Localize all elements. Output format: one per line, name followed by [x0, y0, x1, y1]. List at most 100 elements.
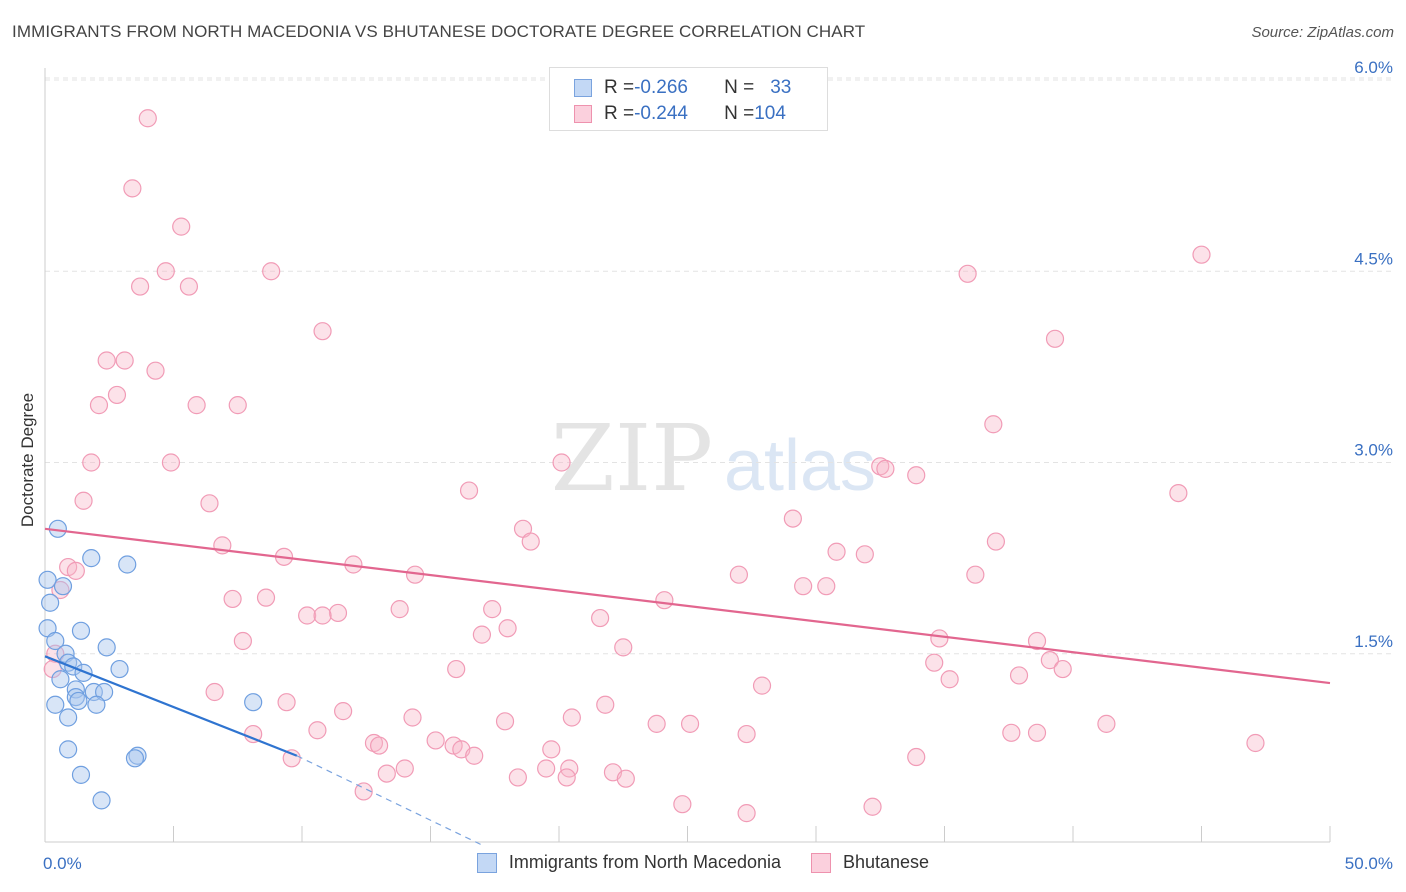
watermark-zip: ZIP: [551, 405, 713, 512]
macedonia-point: [66, 680, 85, 699]
bhutanese-point: [984, 415, 1003, 434]
bhutanese-point: [390, 600, 409, 619]
bhutanese-point: [907, 466, 926, 485]
bhutanese-point: [377, 764, 396, 783]
bhutanese-point: [562, 708, 581, 727]
bhutanese-point: [228, 396, 247, 415]
bhutanese-point: [233, 631, 252, 651]
legend-swatch-macedonia: [574, 79, 592, 97]
macedonia-point: [46, 631, 65, 651]
bhutanese-point: [737, 804, 756, 823]
bhutanese-trend-line: [44, 527, 1331, 685]
bhutanese-point: [179, 277, 199, 296]
bhutanese-point: [313, 322, 332, 341]
bhutanese-point: [855, 545, 874, 564]
bhutanese-point: [370, 736, 389, 755]
bhutanese-point: [74, 491, 93, 510]
macedonia-point: [110, 659, 129, 679]
legend-r-value: -0.244: [634, 103, 688, 124]
macedonia-point: [41, 593, 60, 612]
bhutanese-point: [655, 591, 674, 610]
bottom-legend-label-macedonia: Immigrants from North Macedonia: [508, 852, 781, 872]
bhutanese-point: [557, 768, 576, 787]
x-tick-label-max: 50.0%: [1345, 854, 1393, 873]
legend-n-value: 104: [754, 103, 786, 124]
macedonia-point: [46, 695, 65, 714]
bottom-legend-item-macedonia: Immigrants from North Macedonia: [476, 852, 781, 873]
legend-n-label: N =: [724, 77, 755, 98]
bhutanese-point: [308, 721, 327, 740]
bhutanese-point: [130, 277, 150, 296]
macedonia-point: [74, 663, 93, 682]
legend-r-label: R =: [604, 103, 635, 124]
bhutanese-point: [876, 459, 895, 478]
chart-title: IMMIGRANTS FROM NORTH MACEDONIA VS BHUTA…: [12, 22, 866, 41]
bhutanese-point: [426, 731, 445, 750]
bhutanese-point: [1192, 245, 1211, 264]
macedonia-point: [59, 708, 78, 727]
macedonia-point: [125, 749, 145, 768]
bhutanese-point: [596, 695, 615, 714]
bhutanese-point: [930, 629, 949, 648]
source-label: Source: ZipAtlas.com: [1251, 24, 1394, 41]
bhutanese-point: [82, 453, 101, 472]
bottom-legend-label-bhutanese: Bhutanese: [843, 852, 930, 872]
bhutanese-point: [542, 740, 561, 759]
bhutanese-point: [1040, 651, 1059, 670]
bhutanese-point: [256, 588, 276, 607]
bhutanese-point: [552, 453, 571, 472]
bhutanese-point: [403, 708, 422, 727]
macedonia-point: [59, 740, 78, 759]
bhutanese-point: [521, 532, 540, 551]
bhutanese-point: [1027, 723, 1047, 742]
bhutanese-point: [334, 702, 353, 721]
bhutanese-point: [354, 782, 373, 801]
bhutanese-point: [614, 638, 633, 657]
bhutanese-point: [729, 565, 749, 584]
bhutanese-point: [1045, 329, 1065, 348]
bhutanese-point: [298, 606, 317, 625]
bhutanese-point: [616, 769, 635, 788]
legend-n-label: N =: [724, 103, 755, 124]
bhutanese-point: [97, 351, 116, 370]
bhutanese-point: [1097, 714, 1116, 733]
bottom-legend: Immigrants from North Macedonia Bhutanes…: [0, 852, 1406, 873]
bhutanese-point: [794, 577, 813, 596]
bhutanese-point: [465, 746, 484, 765]
bhutanese-point: [1169, 484, 1188, 503]
bhutanese-point: [483, 600, 502, 619]
bhutanese-point: [43, 659, 62, 679]
bhutanese-point: [138, 109, 157, 128]
y-tick-label: 3.0%: [1354, 441, 1393, 460]
macedonia-point: [51, 670, 70, 689]
bhutanese-point: [863, 797, 882, 816]
bhutanese-point: [146, 361, 165, 380]
bhutanese-point: [817, 577, 836, 596]
legend-row-bhutanese: R = -0.244 N = 104: [574, 102, 786, 126]
bhutanese-point: [447, 659, 466, 679]
x-tick-label-min: 0.0%: [43, 854, 82, 873]
bhutanese-point: [495, 712, 515, 731]
bhutanese-point: [161, 453, 181, 472]
bhutanese-point: [205, 682, 224, 702]
bhutanese-point: [537, 759, 556, 778]
bhutanese-point: [364, 733, 384, 753]
macedonia-point: [69, 691, 88, 711]
bhutanese-point: [737, 724, 756, 744]
bhutanese-point: [328, 603, 348, 623]
macedonia-point: [87, 695, 106, 714]
y-tick-label: 6.0%: [1354, 58, 1393, 77]
bhutanese-point: [156, 262, 175, 281]
bhutanese-point: [958, 264, 977, 283]
macedonia-point: [118, 555, 137, 574]
bhutanese-point: [1009, 666, 1029, 685]
bhutanese-point: [187, 396, 206, 415]
bhutanese-point: [673, 795, 692, 814]
bhutanese-point: [907, 747, 926, 767]
bhutanese-point: [277, 693, 296, 712]
bottom-legend-swatch-macedonia: [476, 852, 497, 873]
macedonia-point: [97, 638, 116, 657]
legend-box: R = -0.266 N = 33 R = -0.244 N = 104: [549, 67, 828, 131]
bhutanese-point: [783, 509, 802, 528]
bhutanese-point: [966, 565, 985, 584]
